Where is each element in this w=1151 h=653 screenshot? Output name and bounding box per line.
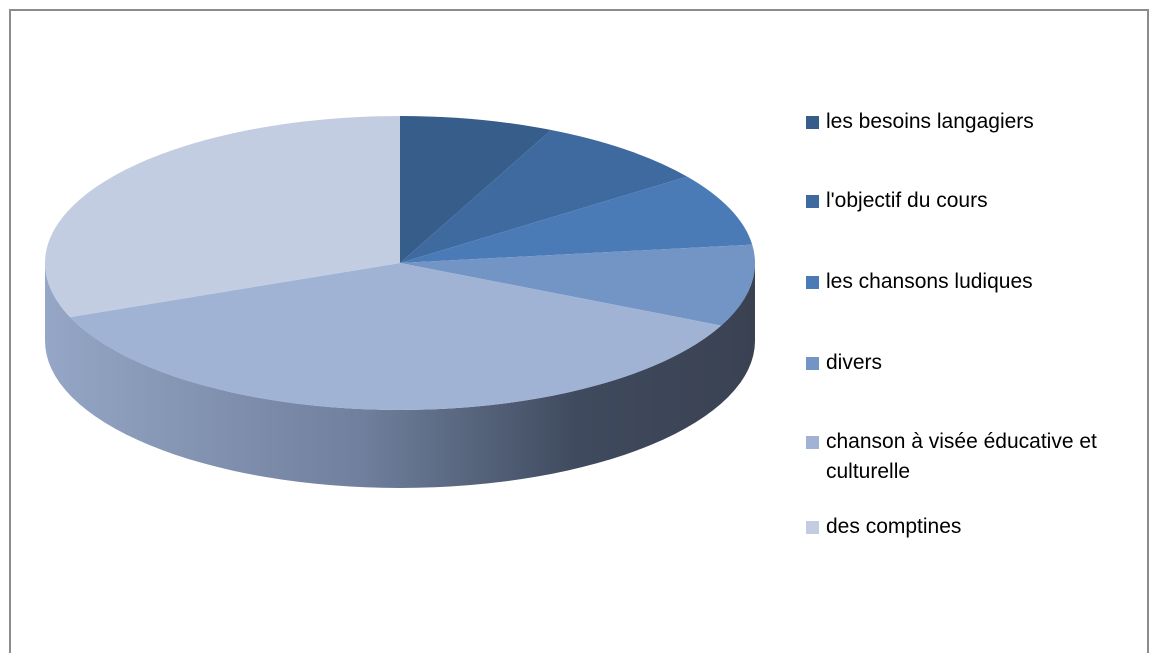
pie-slice <box>400 116 552 263</box>
legend-item: des comptines <box>806 512 1126 542</box>
legend-label: chanson à visée éducative et culturelle <box>826 430 1097 483</box>
legend-item: les chansons ludiques <box>806 267 1126 297</box>
legend-label: divers <box>826 351 883 374</box>
legend-swatch <box>806 357 819 370</box>
legend-item: les besoins langagiers <box>806 107 1126 137</box>
legend-label: les besoins langagiers <box>826 110 1034 133</box>
legend-swatch <box>806 436 819 449</box>
legend-item: chanson à visée éducative et culturelle <box>806 427 1126 487</box>
legend-swatch <box>806 276 819 289</box>
legend-label: l'objectif du cours <box>826 189 988 212</box>
legend-swatch <box>806 521 819 534</box>
pie-slice <box>400 176 753 263</box>
chart-frame <box>9 9 1149 653</box>
pie-slice <box>69 263 722 410</box>
legend-label: des comptines <box>826 515 962 538</box>
pie-slice <box>44 116 400 318</box>
legend-swatch <box>806 195 819 208</box>
pie-slice <box>400 244 756 326</box>
pie-slice <box>400 129 688 263</box>
legend-item: l'objectif du cours <box>806 186 1126 216</box>
legend-item: divers <box>806 348 1126 378</box>
legend-swatch <box>806 116 819 129</box>
legend-label: les chansons ludiques <box>826 270 1033 293</box>
pie-side <box>45 263 755 488</box>
